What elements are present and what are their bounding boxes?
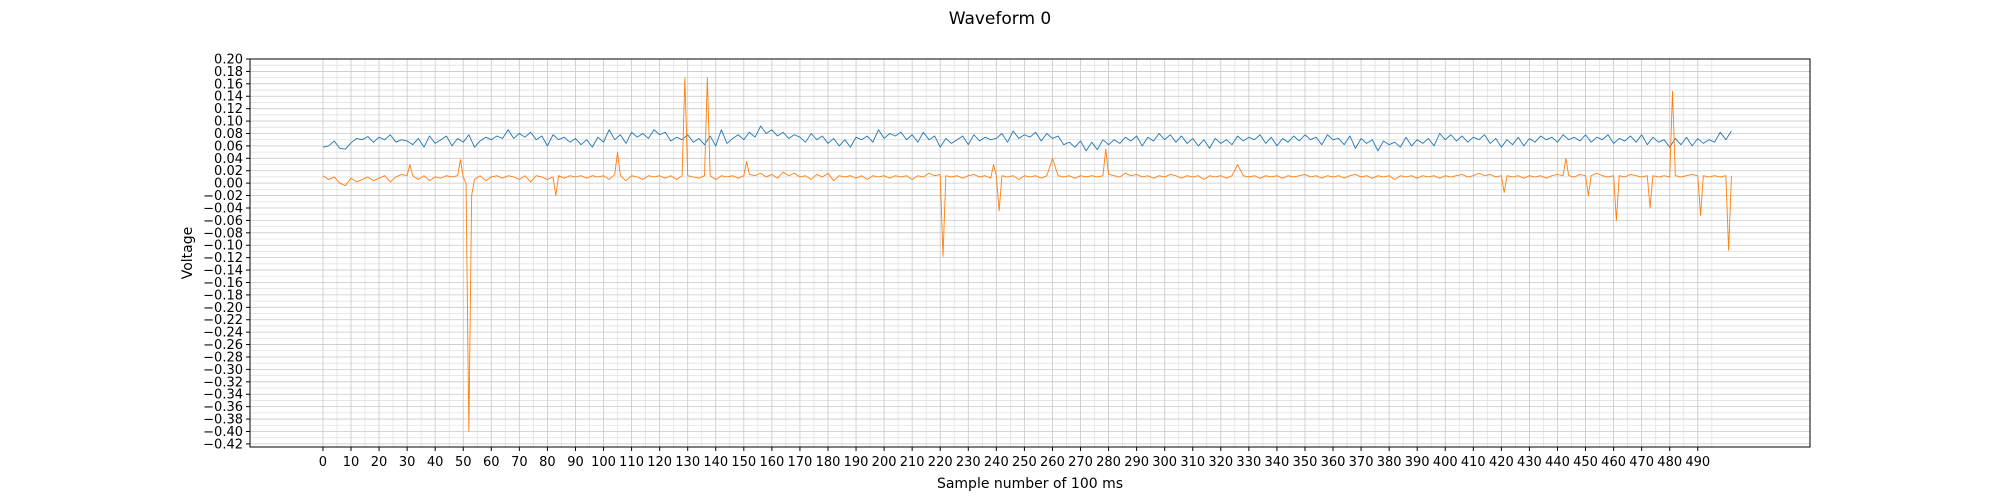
x-tick-label: 130 <box>675 455 700 470</box>
x-tick-label: 120 <box>647 455 672 470</box>
x-tick-label: 260 <box>1040 455 1065 470</box>
y-tick-label: −0.20 <box>203 301 243 316</box>
y-tick-label: −0.04 <box>203 201 243 216</box>
x-tick-label: 110 <box>619 455 644 470</box>
x-tick-label: 340 <box>1264 455 1289 470</box>
y-tick-label: 0.04 <box>214 152 243 167</box>
x-tick-label: 320 <box>1208 455 1233 470</box>
x-tick-label: 160 <box>759 455 784 470</box>
y-tick-label: 0.14 <box>214 90 243 105</box>
x-axis-title: Sample number of 100 ms <box>937 476 1123 492</box>
chart-title: Waveform 0 <box>949 9 1052 29</box>
x-tick-label: 480 <box>1657 455 1682 470</box>
x-tick-label: 450 <box>1573 455 1598 470</box>
y-tick-label: 0.16 <box>214 77 243 92</box>
x-tick-label: 90 <box>567 455 584 470</box>
y-tick-label: −0.30 <box>203 363 243 378</box>
x-tick-label: 330 <box>1236 455 1261 470</box>
x-tick-label: 10 <box>343 455 360 470</box>
series-line-1 <box>322 77 1732 432</box>
x-tick-label: 190 <box>844 455 869 470</box>
y-tick-label: 0.08 <box>214 127 243 142</box>
x-tick-label: 430 <box>1517 455 1542 470</box>
y-tick-label: 0.06 <box>214 139 243 154</box>
x-tick-label: 80 <box>539 455 556 470</box>
x-tick-label: 100 <box>591 455 616 470</box>
x-tick-label: 400 <box>1433 455 1458 470</box>
y-tick-label: −0.36 <box>203 400 243 415</box>
y-tick-label: −0.38 <box>203 413 243 428</box>
series-layer <box>322 77 1732 432</box>
x-tick-label: 310 <box>1180 455 1205 470</box>
y-tick-label: −0.14 <box>203 264 243 279</box>
x-tick-label: 300 <box>1152 455 1177 470</box>
x-tick-label: 380 <box>1377 455 1402 470</box>
x-tick-label: 360 <box>1321 455 1346 470</box>
plot-frame <box>249 58 1811 448</box>
x-tick-label: 230 <box>956 455 981 470</box>
y-tick-label: −0.22 <box>203 313 243 328</box>
grid-lines <box>250 58 1810 447</box>
x-tick-label: 270 <box>1068 455 1093 470</box>
x-tick-label: 20 <box>371 455 388 470</box>
y-tick-label: −0.32 <box>203 375 243 390</box>
x-tick-label: 150 <box>731 455 756 470</box>
y-tick-label: −0.42 <box>203 437 243 452</box>
x-tick-label: 140 <box>703 455 728 470</box>
x-axis: 0 10 20 30 40 50 60 70 80 90 100 110 120 130 140 150 160… <box>319 447 1710 470</box>
x-tick-label: 0 <box>319 455 327 470</box>
x-tick-label: 470 <box>1629 455 1654 470</box>
x-tick-label: 30 <box>399 455 416 470</box>
x-tick-label: 370 <box>1349 455 1374 470</box>
x-tick-label: 40 <box>427 455 444 470</box>
y-tick-label: −0.10 <box>203 239 243 254</box>
x-tick-label: 420 <box>1489 455 1514 470</box>
x-tick-label: 170 <box>788 455 813 470</box>
y-axis: 0.200.180.160.140.120.100.080.060.040.02… <box>203 53 250 452</box>
x-tick-label: 60 <box>483 455 500 470</box>
y-tick-label: −0.26 <box>203 338 243 353</box>
y-tick-label: 0.12 <box>214 102 243 117</box>
x-tick-label: 390 <box>1405 455 1430 470</box>
y-tick-label: −0.34 <box>203 388 243 403</box>
y-tick-label: 0.20 <box>214 53 243 68</box>
x-tick-label: 410 <box>1461 455 1486 470</box>
x-tick-label: 460 <box>1601 455 1626 470</box>
x-tick-label: 220 <box>928 455 953 470</box>
x-tick-label: 50 <box>455 455 472 470</box>
y-tick-label: −0.40 <box>203 425 243 440</box>
y-tick-label: −0.08 <box>203 226 243 241</box>
x-tick-label: 350 <box>1293 455 1318 470</box>
x-tick-label: 240 <box>984 455 1009 470</box>
y-tick-label: 0.02 <box>214 164 243 179</box>
y-tick-label: −0.12 <box>203 251 243 266</box>
y-tick-label: 0.00 <box>214 177 243 192</box>
y-tick-label: 0.10 <box>214 115 243 130</box>
x-tick-label: 210 <box>900 455 925 470</box>
y-tick-label: −0.16 <box>203 276 243 291</box>
x-tick-label: 290 <box>1124 455 1149 470</box>
x-tick-label: 280 <box>1096 455 1121 470</box>
x-tick-label: 70 <box>511 455 528 470</box>
y-tick-label: −0.28 <box>203 350 243 365</box>
y-axis-title: Voltage <box>180 227 196 280</box>
y-tick-label: −0.24 <box>203 326 243 341</box>
x-tick-label: 250 <box>1012 455 1037 470</box>
y-tick-label: 0.18 <box>214 65 243 80</box>
series-line-0 <box>322 125 1732 152</box>
y-tick-label: −0.02 <box>203 189 243 204</box>
x-tick-label: 200 <box>872 455 897 470</box>
y-tick-label: −0.18 <box>203 288 243 303</box>
x-tick-label: 440 <box>1545 455 1570 470</box>
x-tick-label: 180 <box>816 455 841 470</box>
y-tick-label: −0.06 <box>203 214 243 229</box>
x-tick-label: 490 <box>1685 455 1710 470</box>
